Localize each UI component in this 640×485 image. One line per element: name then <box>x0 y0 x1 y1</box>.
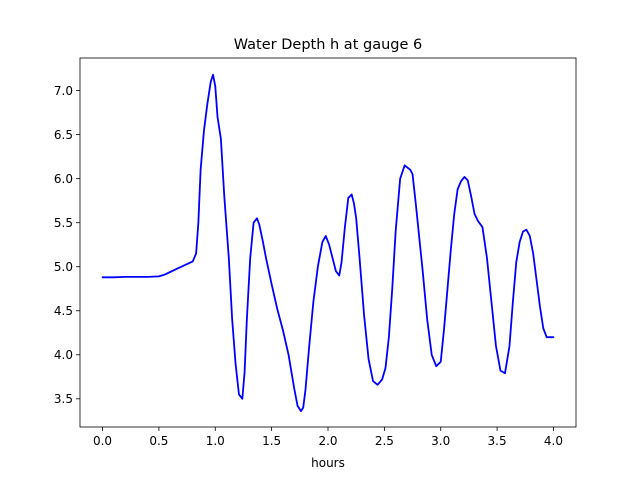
x-tick-label: 1.0 <box>206 434 225 448</box>
x-tick-label: 1.5 <box>262 434 281 448</box>
x-tick-label: 3.0 <box>431 434 450 448</box>
x-tick-label: 2.0 <box>318 434 337 448</box>
y-tick-label: 6.5 <box>54 128 73 142</box>
x-tick-label: 2.5 <box>375 434 394 448</box>
y-tick-label: 7.0 <box>54 84 73 98</box>
series-line-0 <box>101 73 555 413</box>
y-tick-label: 5.5 <box>54 216 73 230</box>
y-tick-label: 5.0 <box>54 260 73 274</box>
y-tick-label: 3.5 <box>54 392 73 406</box>
x-tick-label: 0.5 <box>149 434 168 448</box>
x-axis-label: hours <box>311 456 345 470</box>
x-tick-label: 4.0 <box>544 434 563 448</box>
y-tick-label: 6.0 <box>54 172 73 186</box>
series-layer <box>101 73 555 413</box>
x-tick-label: 0.0 <box>93 434 112 448</box>
y-tick-label: 4.5 <box>54 304 73 318</box>
y-axis: 3.5 4.0 4.5 5.0 5.5 6.0 6.5 7.0 <box>54 84 80 406</box>
y-tick-label: 4.0 <box>54 348 73 362</box>
chart-title: Water Depth h at gauge 6 <box>234 37 422 53</box>
x-tick-label: 3.5 <box>488 434 507 448</box>
x-axis: 0.0 0.5 1.0 1.5 2.0 2.5 3.0 3.5 4.0 <box>93 427 563 448</box>
